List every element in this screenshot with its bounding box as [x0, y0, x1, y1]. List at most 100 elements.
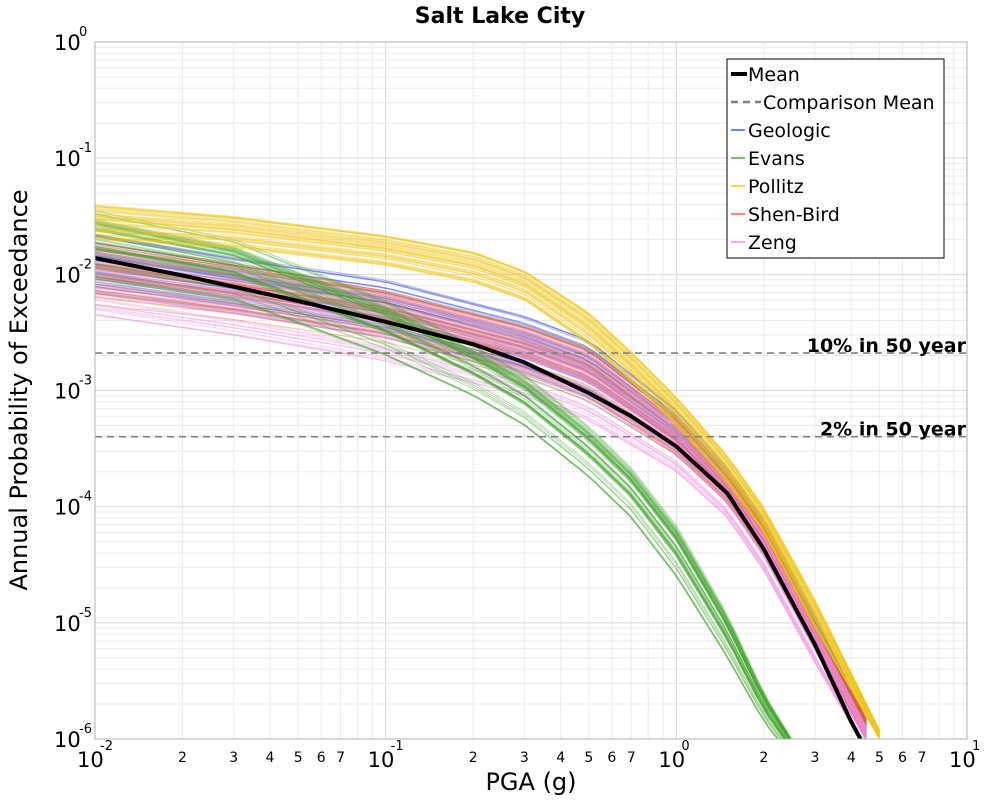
band-curve [95, 246, 867, 723]
band-curve [95, 256, 867, 729]
band-curve [95, 234, 787, 739]
band-curve [95, 242, 867, 722]
x-tick-label: 10 [368, 748, 395, 772]
y-tick-exponent: -3 [79, 374, 92, 389]
band-curve [95, 259, 867, 731]
band-curve [95, 279, 780, 739]
band-curve [95, 292, 867, 739]
band-curve [95, 246, 786, 739]
band-curve [95, 249, 867, 723]
band-curve [95, 256, 867, 726]
mean-series [95, 256, 863, 739]
band-curve [95, 238, 881, 739]
band-curve [95, 262, 867, 728]
band-curve [95, 222, 881, 735]
band-curve [95, 208, 881, 732]
band-curve [95, 242, 867, 722]
x-minor-tick-label: 3 [229, 750, 238, 766]
x-tick-exponent: 0 [681, 739, 689, 754]
y-tick-label: 10 [54, 728, 81, 752]
band-curve [95, 233, 790, 739]
band-curve [95, 292, 867, 735]
band-curve [95, 307, 863, 739]
band-curve [95, 211, 881, 733]
band-curve [95, 247, 785, 739]
y-axis-title: Annual Probability of Exceedance [5, 189, 33, 590]
band-curve [95, 207, 881, 731]
band-curve [95, 253, 867, 727]
band-curve [95, 213, 881, 733]
x-tick-exponent: -2 [100, 739, 113, 754]
plot-frame [94, 41, 968, 740]
x-tick-label: 10 [77, 748, 104, 772]
band-curve [95, 222, 791, 739]
reference-lines: 10% in 50 year 2% in 50 year [95, 335, 967, 441]
band-curve [95, 251, 867, 728]
band-curve [95, 278, 779, 739]
band-curve [95, 298, 863, 739]
band-curve [95, 267, 867, 732]
band-curve [95, 293, 867, 736]
band-curve [95, 225, 791, 739]
band-curve [95, 206, 881, 731]
band-curve [95, 217, 881, 735]
band-curve [95, 291, 867, 738]
band-curve [95, 246, 786, 739]
x-minor-tick-label: 4 [266, 750, 275, 766]
band-curve [95, 239, 787, 739]
legend: Mean Comparison Mean Geologic Evans Pollitz S… [726, 58, 945, 259]
legend-box [726, 58, 945, 259]
band-curve [95, 215, 881, 734]
band-curve [95, 223, 790, 739]
band-curve [95, 228, 881, 737]
band-curve [95, 314, 861, 739]
band-curve [95, 237, 881, 739]
band-curve [95, 230, 881, 737]
band-curve [95, 267, 867, 730]
band-curve [95, 255, 867, 725]
band-curve [95, 234, 867, 721]
band-curve [95, 303, 867, 738]
band-curve [95, 205, 881, 731]
band-curve [95, 289, 867, 738]
band-curve [95, 264, 867, 730]
band-curve [95, 238, 788, 739]
band-curve [95, 243, 867, 721]
x-minor-tick-label: 6 [898, 750, 907, 766]
band-curve [95, 247, 786, 739]
chart-title: Salt Lake City [415, 4, 585, 29]
legend-label: Geologic [748, 120, 831, 142]
model-curve-bands [95, 204, 881, 739]
band-pollitz [95, 204, 881, 739]
x-minor-tick-label: 5 [584, 750, 593, 766]
band-curve [95, 234, 867, 721]
x-minor-tick-label: 7 [627, 750, 636, 766]
band-curve [95, 204, 881, 732]
legend-label: Zeng [748, 232, 797, 254]
band-curve [95, 292, 866, 739]
band-curve [95, 272, 782, 739]
legend-label: Shen-Bird [748, 204, 840, 226]
band-curve [95, 237, 881, 738]
x-minor-tick-label: 2 [178, 750, 187, 766]
band-curve [95, 234, 881, 739]
band-curve [95, 251, 867, 729]
band-curve [95, 260, 867, 726]
band-curve [95, 248, 785, 739]
band-curve [95, 236, 867, 720]
band-curve [95, 274, 867, 734]
band-curve [95, 229, 790, 739]
band-curve [95, 219, 881, 735]
y-tick-exponent: -2 [79, 257, 92, 272]
reference-line-label: 10% in 50 year [807, 335, 967, 357]
band-curve [95, 241, 867, 723]
series-line-mean [95, 256, 863, 739]
band-curve [95, 236, 881, 739]
band-curve [95, 249, 867, 723]
y-tick-exponent: 0 [79, 25, 87, 40]
x-minor-tick-label: 3 [520, 750, 529, 766]
band-curve [95, 214, 881, 734]
band-curve [95, 262, 867, 724]
band-curve [95, 252, 867, 727]
